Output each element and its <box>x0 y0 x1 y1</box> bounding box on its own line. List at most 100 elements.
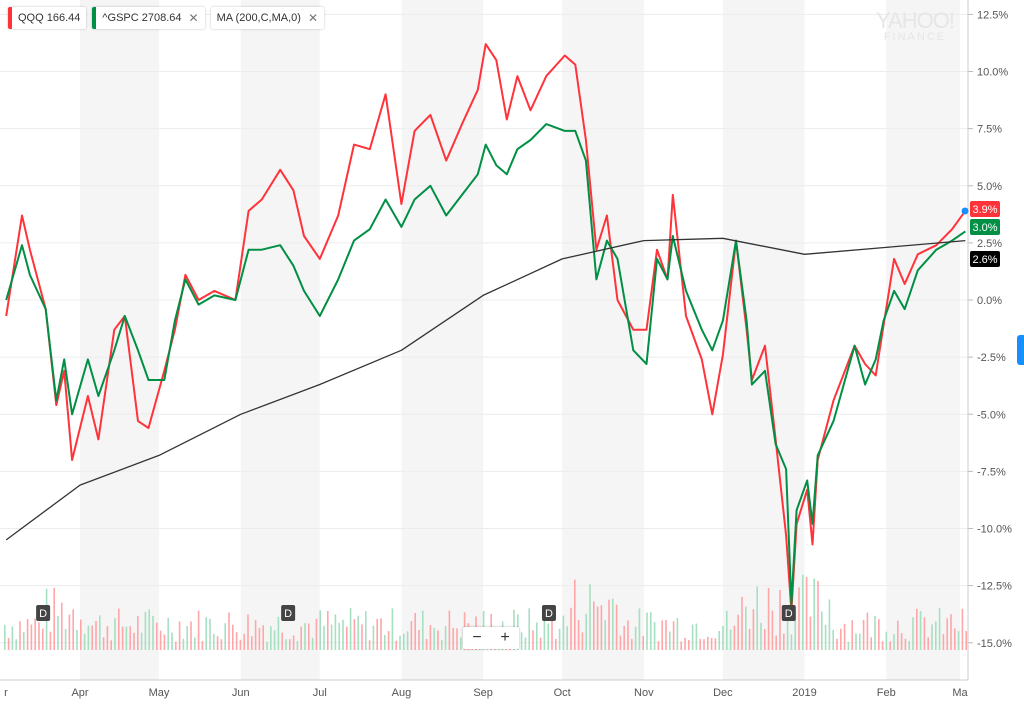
volume-bar <box>213 633 215 650</box>
volume-bar <box>916 608 918 650</box>
legend-label: MA (200,C,MA,0) <box>216 12 301 24</box>
volume-bar <box>710 638 713 650</box>
zoom-in-button[interactable]: + <box>500 629 510 646</box>
volume-bar <box>836 638 838 650</box>
x-tick-label: Aug <box>392 687 412 699</box>
volume-bar <box>672 621 675 650</box>
volume-bar <box>87 625 90 650</box>
volume-bar <box>714 638 717 650</box>
dividend-marker-label: D <box>785 608 793 620</box>
volume-bar <box>190 621 192 650</box>
volume-bar <box>26 618 29 650</box>
volume-bar <box>954 628 956 650</box>
volume-bar <box>441 639 443 650</box>
shaded-month-band <box>80 0 160 680</box>
volume-bar <box>201 641 204 650</box>
volume-bar <box>64 629 67 650</box>
yahoo-finance-watermark: YAHOO! FINANCE <box>876 10 955 43</box>
volume-bar <box>745 606 747 650</box>
volume-bar <box>395 640 397 650</box>
volume-bar <box>885 631 888 650</box>
y-tick-label: -10.0% <box>977 524 1012 536</box>
x-tick-label: r <box>4 687 8 699</box>
volume-bar <box>900 633 903 650</box>
close-icon[interactable]: ✕ <box>307 11 319 25</box>
volume-bar <box>106 626 109 650</box>
volume-bar <box>707 636 709 650</box>
volume-bar <box>152 615 154 650</box>
legend: QQQ 166.44 ^GSPC 2708.64 ✕ MA (200,C,MA,0… <box>8 7 325 29</box>
dividend-marker-label: D <box>284 608 292 620</box>
volume-bar <box>391 608 394 650</box>
volume-bar <box>729 629 732 650</box>
x-tick-label: Apr <box>71 687 88 699</box>
volume-bar <box>433 627 435 650</box>
volume-bar <box>19 621 21 650</box>
volume-bar <box>809 616 812 650</box>
volume-bar <box>817 580 819 650</box>
legend-item-gspc[interactable]: ^GSPC 2708.64 ✕ <box>92 7 205 29</box>
volume-bar <box>114 618 116 650</box>
volume-bar <box>83 633 86 650</box>
volume-bar <box>695 623 698 650</box>
y-tick-label: 5.0% <box>977 181 1002 193</box>
shaded-month-band <box>722 0 805 680</box>
volume-bar <box>653 622 656 650</box>
volume-bar <box>338 622 340 650</box>
volume-bar <box>558 628 561 650</box>
volume-bar <box>843 623 846 650</box>
volume-bar <box>171 632 173 650</box>
volume-bar <box>72 609 74 650</box>
volume-bar <box>847 641 850 650</box>
legend-label: ^GSPC 2708.64 <box>102 12 182 24</box>
volume-bar <box>49 631 52 650</box>
series-color-swatch <box>8 7 12 29</box>
volume-bar <box>878 619 880 650</box>
last-value-badge <box>970 251 1000 267</box>
last-value-label: 2.6% <box>972 254 997 266</box>
series-line-gspc <box>5 123 966 605</box>
volume-bar <box>235 632 238 650</box>
volume-bar <box>425 639 428 650</box>
volume-bar <box>76 629 78 650</box>
volume-bar <box>684 637 686 650</box>
volume-bar <box>699 638 701 650</box>
volume-bar <box>209 618 211 650</box>
volume-bar <box>737 614 739 650</box>
volume-bar <box>646 612 648 650</box>
volume-bar <box>528 608 530 650</box>
volume-bar <box>574 579 576 650</box>
volume-bar <box>95 620 97 650</box>
volume-bar <box>148 609 150 650</box>
volume-bar <box>410 621 413 650</box>
side-panel-toggle[interactable] <box>1017 335 1024 365</box>
close-icon[interactable]: ✕ <box>188 11 199 25</box>
volume-bar <box>42 628 44 650</box>
volume-bar <box>444 626 447 650</box>
volume-bar <box>182 638 185 650</box>
y-tick-label: -2.5% <box>977 352 1006 364</box>
volume-bar <box>957 631 960 650</box>
volume-bar <box>460 637 462 650</box>
volume-bar <box>99 615 101 650</box>
volume-bar <box>357 615 359 650</box>
volume-bar <box>159 630 162 650</box>
volume-bar <box>399 635 401 650</box>
volume-bar <box>167 617 169 650</box>
shaded-month-band <box>401 0 484 680</box>
watermark-line2: FINANCE <box>883 31 947 43</box>
dividend-marker <box>781 605 796 621</box>
volume-bar <box>254 620 257 650</box>
legend-item-ma[interactable]: MA (200,C,MA,0) ✕ <box>210 7 325 29</box>
volume-bar <box>904 638 907 650</box>
volume-bar <box>722 625 724 650</box>
legend-item-qqq[interactable]: QQQ 166.44 <box>8 7 87 29</box>
volume-bar <box>536 622 538 650</box>
volume-bar <box>623 625 625 650</box>
series-line-ma200cma0 <box>5 237 966 541</box>
volume-bar <box>175 641 177 650</box>
zoom-out-button[interactable]: − <box>472 629 482 646</box>
volume-bar <box>334 614 337 650</box>
volume-bar <box>524 637 527 650</box>
